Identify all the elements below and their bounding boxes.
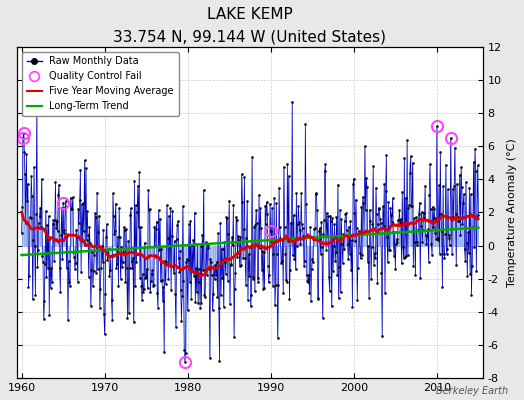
Y-axis label: Temperature Anomaly (°C): Temperature Anomaly (°C) (507, 138, 517, 287)
Legend: Raw Monthly Data, Quality Control Fail, Five Year Moving Average, Long-Term Tren: Raw Monthly Data, Quality Control Fail, … (22, 52, 179, 116)
Title: LAKE KEMP
33.754 N, 99.144 W (United States): LAKE KEMP 33.754 N, 99.144 W (United Sta… (114, 7, 386, 44)
Text: Berkeley Earth: Berkeley Earth (436, 386, 508, 396)
